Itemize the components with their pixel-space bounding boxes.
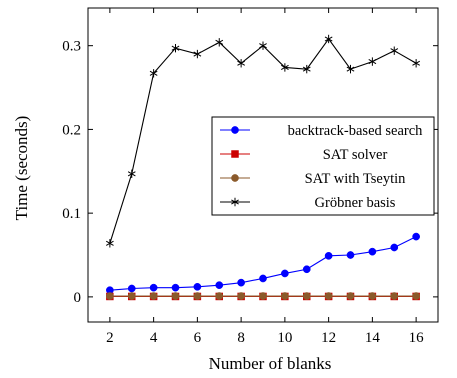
data-point xyxy=(106,292,114,300)
data-point xyxy=(215,292,224,300)
legend-label: Gröbner basis xyxy=(315,195,396,211)
data-point xyxy=(215,38,224,47)
x-tick-label: 8 xyxy=(237,330,245,346)
series xyxy=(105,34,421,248)
data-point xyxy=(127,169,136,178)
data-point xyxy=(346,64,355,74)
legend-marker xyxy=(231,150,239,158)
series xyxy=(106,292,420,300)
star-stroke xyxy=(259,43,267,49)
data-point xyxy=(149,69,158,78)
data-point xyxy=(171,283,180,292)
legend-label: backtrack-based search xyxy=(288,123,424,139)
legend-entry: Gröbner basis xyxy=(220,195,396,211)
data-point xyxy=(302,64,311,74)
data-point xyxy=(237,278,245,287)
data-point xyxy=(215,281,224,290)
y-tick-label: 0 xyxy=(74,290,82,306)
data-point xyxy=(149,283,158,292)
data-point xyxy=(259,274,267,283)
star-stroke xyxy=(193,51,202,57)
star-stroke xyxy=(390,48,399,54)
x-tick-label: 2 xyxy=(106,330,114,346)
data-point xyxy=(171,292,180,300)
legend-marker xyxy=(231,126,239,134)
data-point xyxy=(412,292,420,300)
y-tick-label: 0.1 xyxy=(62,206,81,222)
star-stroke xyxy=(412,60,421,66)
star-stroke xyxy=(346,66,355,72)
star-stroke xyxy=(127,171,136,177)
legend-entry: SAT solver xyxy=(220,147,387,163)
legend: backtrack-based search SAT solver SAT with… xyxy=(211,116,435,216)
data-point xyxy=(324,34,333,44)
data-point xyxy=(105,239,114,248)
legend-box xyxy=(211,116,435,216)
data-point xyxy=(237,292,245,300)
legend-entry: backtrack-based search xyxy=(220,123,423,139)
star-stroke xyxy=(324,36,333,42)
x-axis-label: Number of blanks xyxy=(209,354,332,373)
axes: 2 4 6 8 10 12 14 16 0 0.1 0.2 0.3 xyxy=(62,7,439,346)
star-stroke xyxy=(149,70,158,76)
data-point xyxy=(281,269,289,278)
legend-marker xyxy=(231,197,239,207)
y-tick-label: 0.3 xyxy=(62,39,81,55)
x-tick-label: 4 xyxy=(150,330,158,346)
y-tick-label: 0.2 xyxy=(62,122,81,138)
star-stroke xyxy=(302,66,311,72)
legend-label: SAT solver xyxy=(323,147,388,163)
data-point xyxy=(193,292,202,300)
x-tick-label: 10 xyxy=(277,330,292,346)
star-stroke xyxy=(237,60,246,66)
data-point xyxy=(127,292,136,300)
data-point xyxy=(127,284,136,293)
data-point xyxy=(193,49,202,59)
data-point xyxy=(193,282,202,291)
data-point xyxy=(149,292,158,300)
data-point xyxy=(280,63,289,72)
data-point xyxy=(324,252,333,260)
x-tick-label: 16 xyxy=(409,330,425,346)
data-point xyxy=(171,43,180,53)
data-point xyxy=(390,46,399,55)
star-stroke xyxy=(280,64,289,70)
data-point xyxy=(368,57,377,66)
data-point xyxy=(302,265,311,274)
x-tick-label: 6 xyxy=(194,330,202,346)
data-point xyxy=(259,292,267,300)
legend-entry: SAT with Tseytin xyxy=(220,171,406,187)
series-layer xyxy=(105,34,421,301)
y-axis-label: Time (seconds) xyxy=(12,116,31,221)
data-point xyxy=(346,292,355,300)
plot-frame xyxy=(87,7,439,323)
data-point xyxy=(368,292,377,300)
star-stroke xyxy=(368,59,377,65)
legend-marker xyxy=(231,174,239,182)
star-stroke xyxy=(105,240,114,246)
star-stroke xyxy=(231,199,239,205)
data-point xyxy=(259,41,267,50)
series xyxy=(106,232,420,295)
data-point xyxy=(281,292,289,300)
data-point xyxy=(412,232,420,241)
data-point xyxy=(302,292,311,300)
data-point xyxy=(324,292,333,300)
data-point xyxy=(346,251,355,259)
data-point xyxy=(368,247,377,256)
x-tick-label: 12 xyxy=(321,330,336,346)
data-point xyxy=(237,59,246,68)
data-point xyxy=(390,292,399,300)
star-stroke xyxy=(171,45,180,51)
data-point xyxy=(390,243,399,252)
star-stroke xyxy=(215,39,224,45)
x-tick-label: 14 xyxy=(365,330,381,346)
data-point xyxy=(412,59,421,68)
legend-label: SAT with Tseytin xyxy=(305,171,407,187)
